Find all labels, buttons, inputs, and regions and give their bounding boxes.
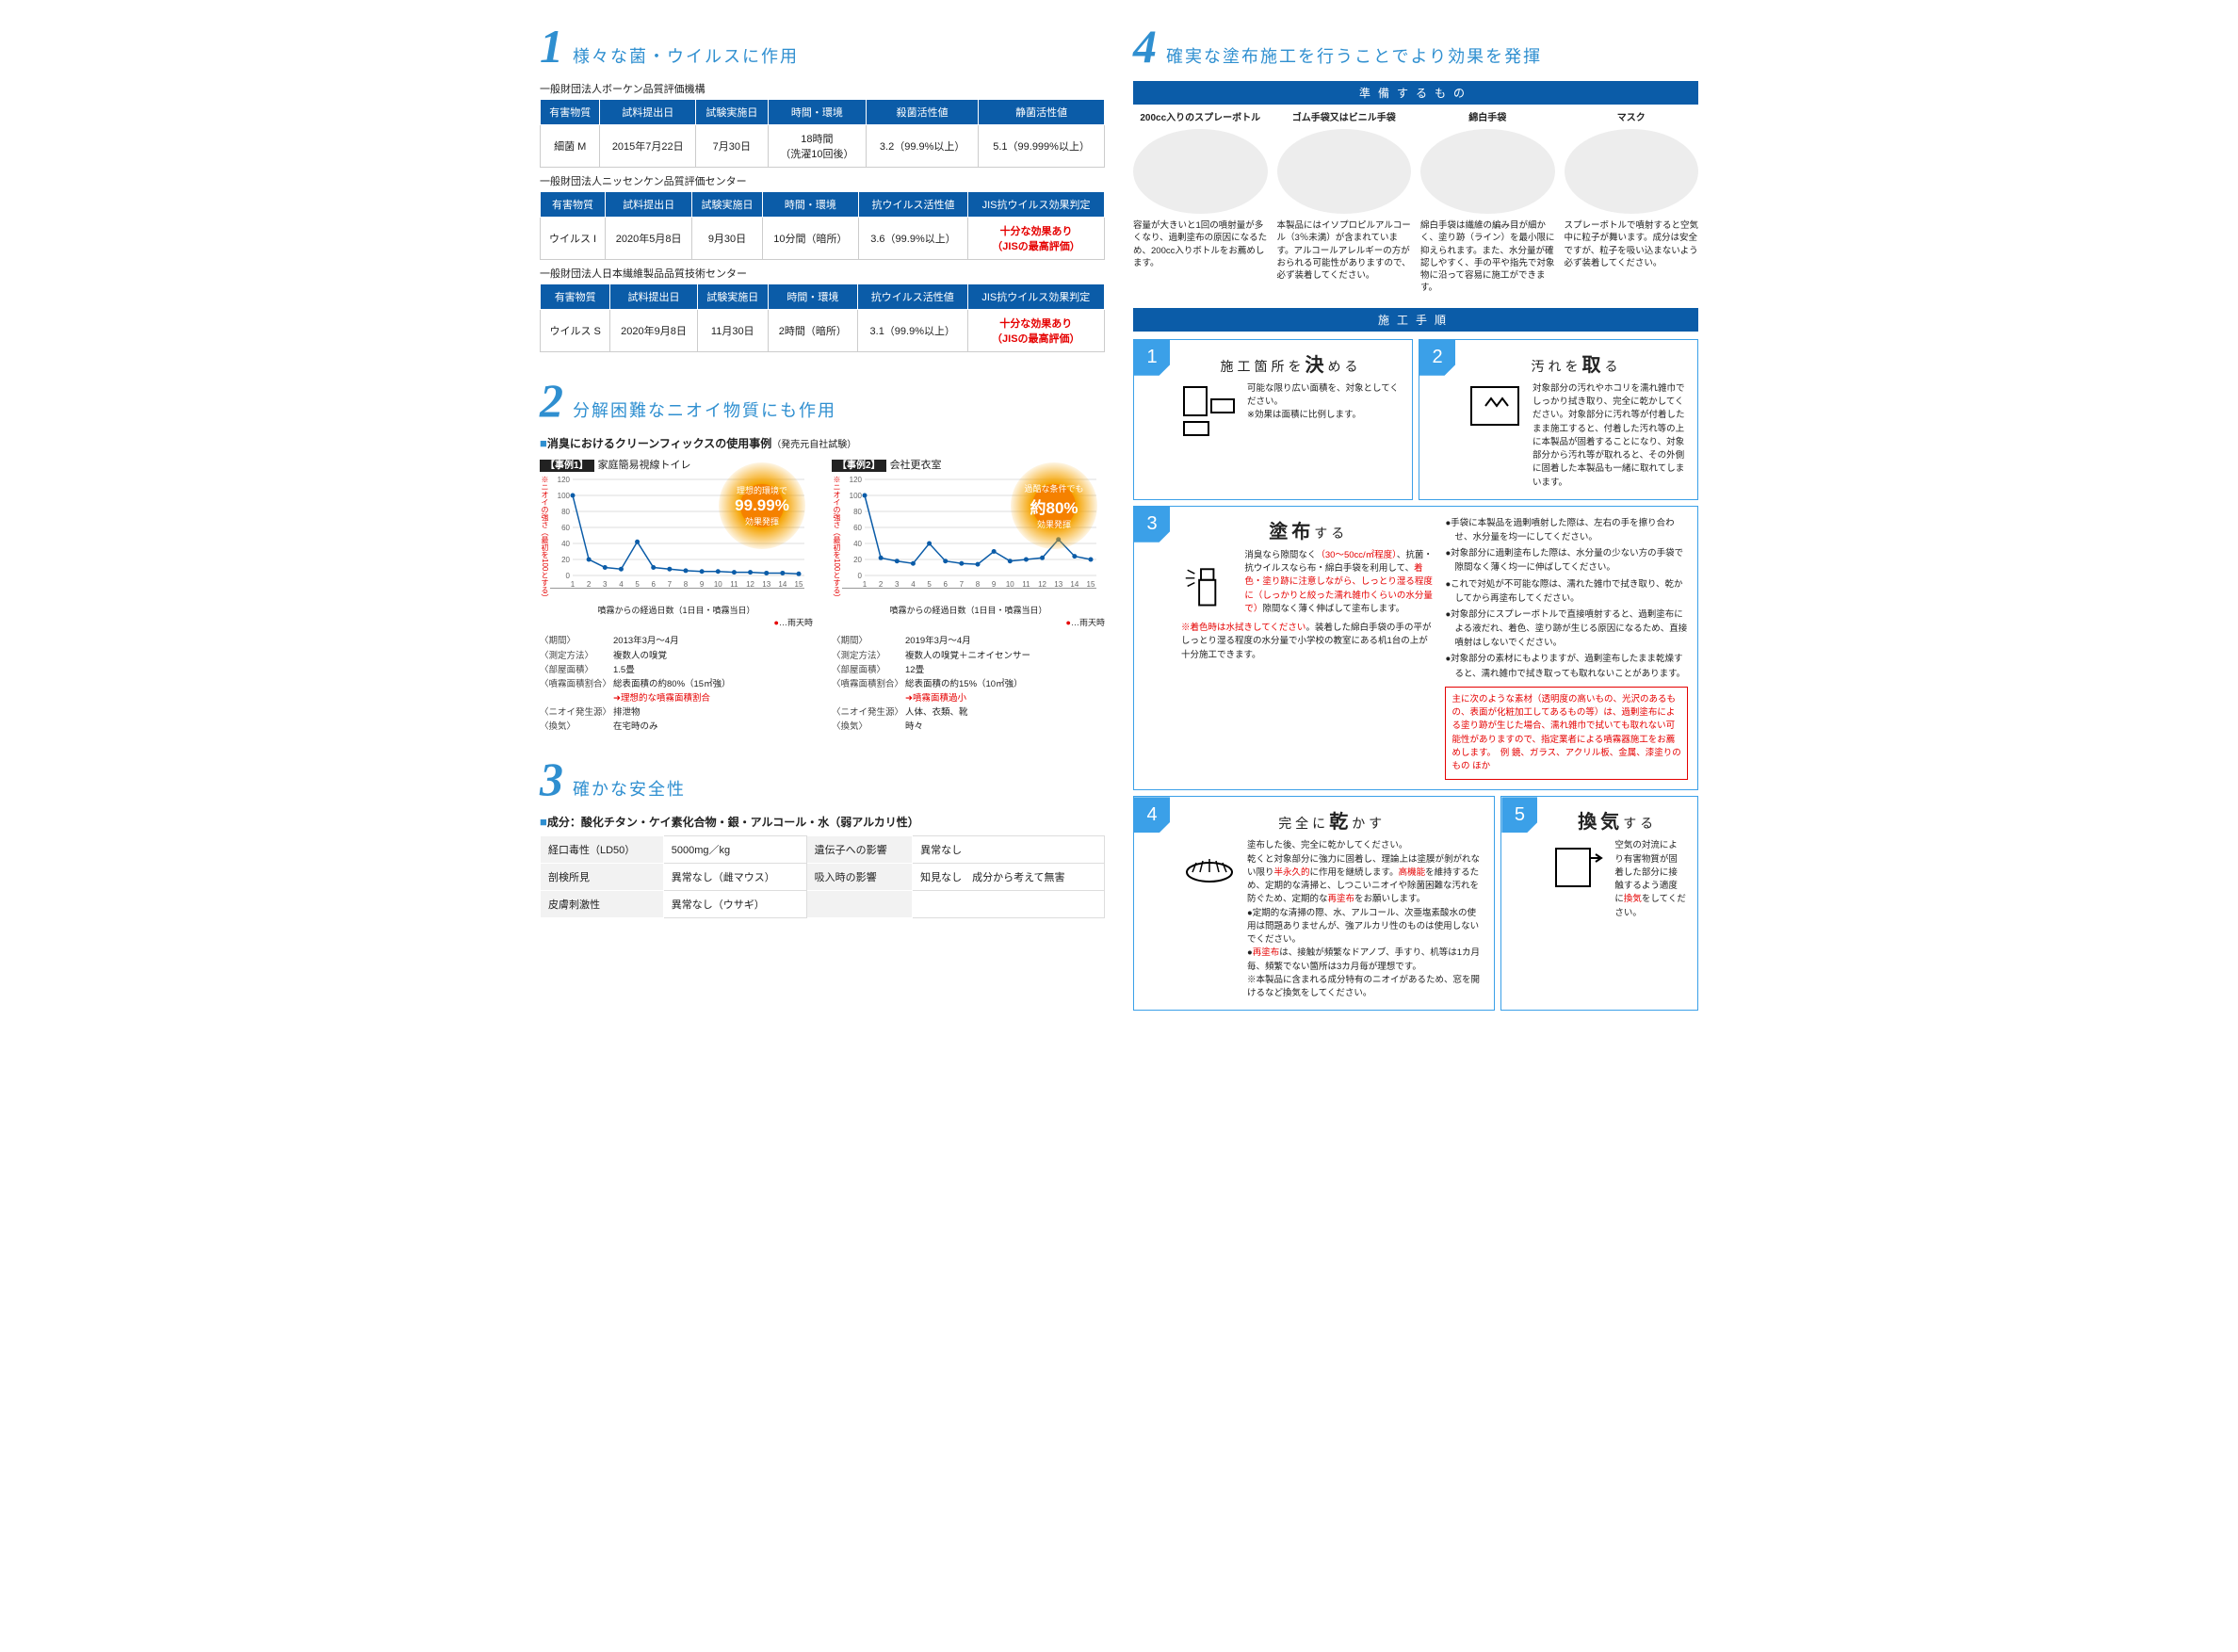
spray-icon bbox=[1181, 549, 1235, 616]
svg-text:40: 40 bbox=[561, 540, 570, 548]
sec2-num: 2 bbox=[540, 373, 563, 428]
ylabel1: ※ニオイの強さ（最初を100とする） bbox=[540, 476, 550, 601]
svg-text:80: 80 bbox=[561, 508, 570, 516]
dry-icon bbox=[1181, 839, 1238, 896]
svg-text:11: 11 bbox=[1022, 580, 1030, 589]
table1: 有害物質試料提出日試験実施日時間・環境殺菌活性値静菌活性値細菌 M2015年7月… bbox=[540, 99, 1105, 168]
svg-text:6: 6 bbox=[651, 580, 656, 589]
section3-head: 3 確かな安全性 bbox=[540, 752, 1105, 806]
svg-text:20: 20 bbox=[561, 556, 570, 564]
svg-text:120: 120 bbox=[558, 476, 571, 484]
svg-text:40: 40 bbox=[853, 540, 862, 548]
svg-text:0: 0 bbox=[566, 572, 571, 580]
org3: 一般財団法人日本繊維製品品質技術センター bbox=[540, 266, 1105, 281]
svg-text:14: 14 bbox=[778, 580, 787, 589]
case1-tag: 【事例1】 bbox=[540, 460, 594, 472]
sec3-num: 3 bbox=[540, 752, 563, 806]
table3: 有害物質試料提出日試験実施日時間・環境抗ウイルス活性値JIS抗ウイルス効果判定ウ… bbox=[540, 283, 1105, 352]
org2: 一般財団法人ニッセンケン品質評価センター bbox=[540, 173, 1105, 188]
svg-text:5: 5 bbox=[927, 580, 932, 589]
wipe-icon bbox=[1467, 382, 1523, 439]
svg-text:7: 7 bbox=[960, 580, 965, 589]
case2-tag: 【事例2】 bbox=[832, 460, 886, 472]
case1-name: 家庭簡易視線トイレ bbox=[598, 460, 691, 471]
svg-text:3: 3 bbox=[603, 580, 608, 589]
org1: 一般財団法人ボーケン品質評価機構 bbox=[540, 81, 1105, 96]
band-prep: 準備するもの bbox=[1133, 81, 1698, 105]
chart1: 【事例1】家庭簡易視線トイレ 理想的環境で 99.99% 効果発揮 ※ニオイの強… bbox=[540, 457, 813, 735]
svg-text:12: 12 bbox=[1038, 580, 1046, 589]
section1-head: 1 様々な菌・ウイルスに作用 bbox=[540, 19, 1105, 73]
sec3-title: 確かな安全性 bbox=[573, 776, 686, 801]
xlabel1: 噴霧からの経過日数（1日目・噴霧当日） bbox=[540, 604, 813, 616]
svg-text:1: 1 bbox=[571, 580, 576, 589]
svg-text:8: 8 bbox=[684, 580, 689, 589]
sec4-num: 4 bbox=[1133, 19, 1157, 73]
ylabel2: ※ニオイの強さ（最初を100とする） bbox=[832, 476, 842, 601]
svg-text:13: 13 bbox=[1054, 580, 1062, 589]
prep-item: 綿白手袋綿白手袋は繊維の編み目が細かく、塗り跡（ライン）を最小限に抑えられます。… bbox=[1420, 112, 1555, 295]
step2-num: 2 bbox=[1419, 340, 1455, 376]
svg-text:1: 1 bbox=[863, 580, 868, 589]
svg-text:14: 14 bbox=[1070, 580, 1078, 589]
sec2-title: 分解困難なニオイ物質にも作用 bbox=[573, 397, 836, 422]
svg-text:3: 3 bbox=[895, 580, 900, 589]
svg-text:4: 4 bbox=[619, 580, 624, 589]
section4-head: 4 確実な塗布施工を行うことでより効果を発揮 bbox=[1133, 19, 1698, 73]
svg-text:9: 9 bbox=[700, 580, 705, 589]
step5-num: 5 bbox=[1501, 797, 1537, 833]
svg-text:6: 6 bbox=[943, 580, 948, 589]
svg-text:0: 0 bbox=[858, 572, 863, 580]
vent-icon bbox=[1549, 839, 1605, 896]
svg-text:120: 120 bbox=[850, 476, 863, 484]
prep-item: ゴム手袋又はビニル手袋本製品にはイソプロピルアルコール（3％未満）が含まれていま… bbox=[1277, 112, 1412, 295]
svg-text:80: 80 bbox=[853, 508, 862, 516]
sec4-title: 確実な塗布施工を行うことでより効果を発揮 bbox=[1166, 43, 1542, 68]
svg-text:15: 15 bbox=[795, 580, 803, 589]
burst1: 理想的環境で 99.99% 効果発揮 bbox=[719, 462, 805, 549]
room-icon bbox=[1181, 382, 1238, 439]
svg-text:5: 5 bbox=[635, 580, 640, 589]
table2: 有害物質試料提出日試験実施日時間・環境抗ウイルス活性値JIS抗ウイルス効果判定ウ… bbox=[540, 191, 1105, 260]
svg-text:15: 15 bbox=[1087, 580, 1095, 589]
svg-text:60: 60 bbox=[561, 524, 570, 532]
chart2: 【事例2】会社更衣室 過酷な条件でも 約80% 効果発揮 ※ニオイの強さ（最初を… bbox=[832, 457, 1105, 735]
svg-text:60: 60 bbox=[853, 524, 862, 532]
sec3-heading: ■成分：酸化チタン・ケイ素化合物・銀・アルコール・水（弱アルカリ性） bbox=[540, 814, 1105, 830]
svg-text:2: 2 bbox=[587, 580, 592, 589]
step4-num: 4 bbox=[1134, 797, 1170, 833]
sec1-title: 様々な菌・ウイルスに作用 bbox=[573, 43, 799, 68]
step2: 2 汚れを取る 対象部分の汚れやホコリを濡れ雑巾でしっかり拭き取り、完全に乾かし… bbox=[1419, 339, 1698, 500]
sec1-num: 1 bbox=[540, 19, 563, 73]
svg-text:100: 100 bbox=[558, 492, 571, 500]
svg-text:10: 10 bbox=[714, 580, 722, 589]
svg-text:20: 20 bbox=[853, 556, 862, 564]
step1: 1 施工箇所を決める 可能な限り広い面積を、対象としてください。 ※効果は面積に… bbox=[1133, 339, 1413, 500]
svg-text:12: 12 bbox=[746, 580, 754, 589]
svg-text:4: 4 bbox=[911, 580, 916, 589]
step5: 5 換気する 空気の対流により有害物質が固着した部分に接触するよう適度に換気をし… bbox=[1500, 796, 1698, 1011]
case2-name: 会社更衣室 bbox=[890, 460, 942, 471]
step3: 3 塗布する 消臭なら隙間なく（30～50cc/㎡程度）、抗菌・抗ウイルスなら布… bbox=[1133, 506, 1698, 791]
svg-text:11: 11 bbox=[730, 580, 738, 589]
band-steps: 施工手順 bbox=[1133, 308, 1698, 332]
svg-text:2: 2 bbox=[879, 580, 884, 589]
svg-text:8: 8 bbox=[976, 580, 981, 589]
step1-num: 1 bbox=[1134, 340, 1170, 376]
sec2-heading: ■■消臭におけるクリーンフィックスの使用事例（発売元自社試験）消臭におけるクリー… bbox=[540, 435, 1105, 451]
svg-text:7: 7 bbox=[668, 580, 673, 589]
section2-head: 2 分解困難なニオイ物質にも作用 bbox=[540, 373, 1105, 428]
svg-text:13: 13 bbox=[762, 580, 770, 589]
warning-box: 主に次のような素材（透明度の高いもの、光沢のあるもの、表面が化粧加工してあるもの… bbox=[1445, 687, 1688, 781]
burst2: 過酷な条件でも 約80% 効果発揮 bbox=[1011, 462, 1097, 549]
step4: 4 完全に乾かす 塗布した後、完全に乾かしてください。乾くと対象部分に強力に固着… bbox=[1133, 796, 1495, 1011]
svg-text:9: 9 bbox=[992, 580, 997, 589]
svg-text:10: 10 bbox=[1006, 580, 1014, 589]
safety-table: 経口毒性（LD50）5000mg／kg遺伝子への影響異常なし剖検所見異常なし（雌… bbox=[540, 835, 1105, 918]
svg-text:100: 100 bbox=[850, 492, 863, 500]
prep-item: マスクスプレーボトルで噴射すると空気中に粒子が舞います。成分は安全ですが、粒子を… bbox=[1565, 112, 1699, 295]
prep-item: 200cc入りのスプレーボトル容量が大きいと1回の噴射量が多くなり、過剰塗布の原… bbox=[1133, 112, 1268, 295]
xlabel2: 噴霧からの経過日数（1日目・噴霧当日） bbox=[832, 604, 1105, 616]
